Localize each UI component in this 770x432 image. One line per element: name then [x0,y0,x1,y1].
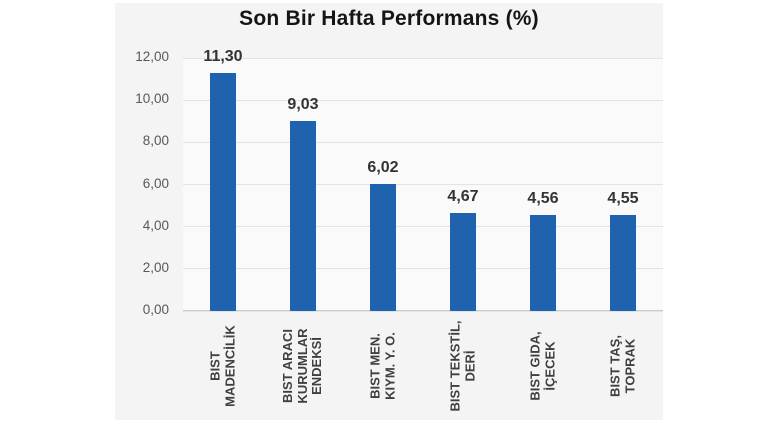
bar [450,212,476,311]
chart-panel: Son Bir Hafta Performans (%) 11,30 9,03 6,… [115,3,663,420]
bar [210,72,236,311]
bar-value-label: 11,30 [203,47,243,65]
bar [530,214,556,311]
bar-value-label: 4,56 [527,189,559,207]
plot-area: 11,30 9,03 6,02 4,67 4,56 4,55 [183,48,663,312]
gridline [183,57,663,59]
gridline [183,141,663,143]
gridline [183,268,663,270]
x-category-label: BIST GIDA, İÇECEK [527,331,557,401]
y-tick-label: 10,00 [135,91,169,107]
bar-value-label: 4,67 [447,187,479,205]
y-tick-label: 12,00 [135,49,169,64]
x-category-label: BIST TEKSTİL, DERİ [447,320,477,412]
x-category-label: BIST MEN. KIYM. Y. O. [367,332,397,400]
x-category-label: BIST ARACI KURUMLAR ENDEKSİ [280,328,325,404]
x-category-label: BIST TAŞ, TOPRAK [607,335,637,397]
bar-value-label: 6,02 [367,159,399,177]
y-axis: 12,00 10,00 8,00 6,00 4,00 2,00 0,00 [115,49,177,317]
bar [370,184,396,311]
x-axis-line [183,310,663,311]
gridline [183,310,663,312]
x-category-label: BIST MADENCİLİK [207,325,237,407]
y-tick-label: 8,00 [142,133,169,149]
y-tick-label: 0,00 [142,302,169,317]
gridline [183,99,663,101]
y-tick-label: 4,00 [142,217,169,233]
bar-value-label: 4,55 [607,190,639,208]
y-tick-label: 2,00 [142,259,169,275]
bar [610,215,636,311]
chart-title: Son Bir Hafta Performans (%) [239,7,539,30]
x-axis-labels: BIST MADENCİLİK BIST ARACI KURUMLAR ENDEK… [183,317,663,415]
y-tick-label: 6,00 [142,175,169,191]
gridline [183,226,663,228]
bar-value-label: 9,03 [287,95,319,113]
bar [290,120,316,311]
gridline [183,184,663,185]
